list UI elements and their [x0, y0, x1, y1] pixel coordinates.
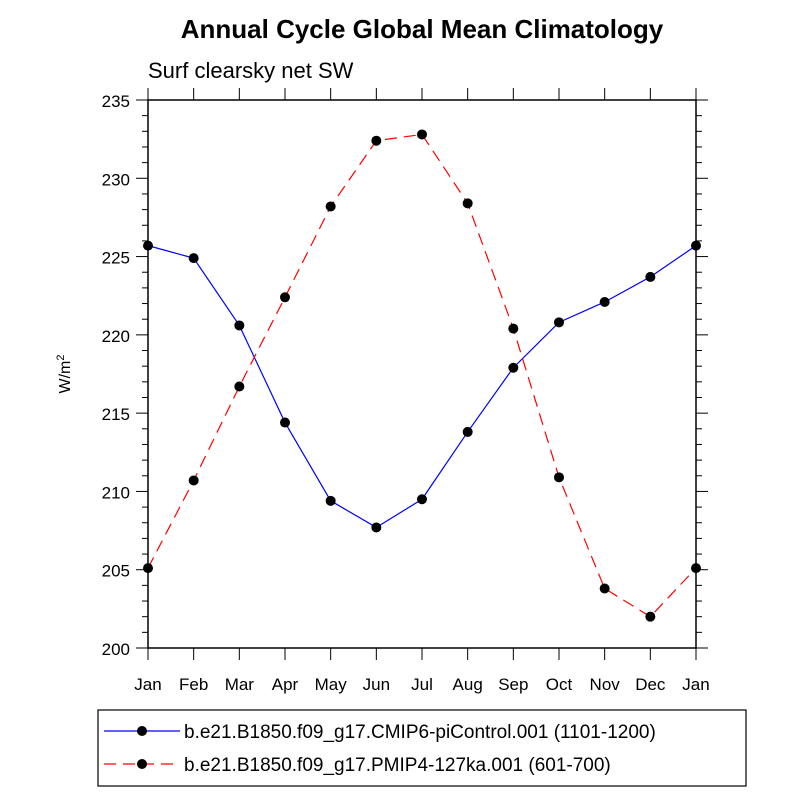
data-point	[417, 129, 427, 140]
data-point	[234, 381, 245, 392]
x-tick-label: Aug	[453, 675, 483, 694]
y-tick-label: 230	[102, 170, 130, 189]
x-tick-label: Jan	[134, 675, 161, 694]
y-axis-label-superscript: 2	[55, 355, 67, 361]
x-tick-label: Nov	[590, 675, 621, 694]
legend-marker-0	[137, 726, 147, 736]
series-0	[143, 240, 701, 533]
data-point	[645, 271, 656, 282]
x-tick-label: Dec	[635, 675, 666, 694]
chart-subtitle: Surf clearsky net SW	[148, 58, 354, 83]
data-point	[508, 362, 519, 373]
chart-title: Annual Cycle Global Mean Climatology	[181, 14, 664, 44]
x-tick-label: Jun	[363, 675, 390, 694]
data-point	[417, 494, 427, 505]
data-point	[371, 522, 382, 533]
legend: b.e21.B1850.f09_g17.CMIP6-piControl.001 …	[97, 709, 747, 787]
x-tick-label: Jan	[682, 675, 709, 694]
y-tick-label: 210	[102, 483, 130, 502]
data-point	[599, 583, 610, 594]
y-tick-labels: 200 205 210 215 220 225 230 235	[102, 92, 130, 659]
data-point	[462, 198, 473, 209]
legend-label-0: b.e21.B1850.f09_g17.CMIP6-piControl.001 …	[184, 722, 656, 743]
axis-ticks	[136, 88, 708, 660]
data-point	[508, 323, 519, 334]
x-tick-label: May	[315, 675, 348, 694]
series-1	[143, 129, 701, 622]
data-point	[325, 201, 336, 212]
y-tick-label: 205	[102, 562, 130, 581]
x-tick-labels: Jan Feb Mar Apr May Jun Jul Aug Sep Oct Nov Dec Jan	[134, 675, 709, 694]
x-tick-label: Mar	[225, 675, 255, 694]
x-tick-label: Apr	[272, 675, 299, 694]
data-point	[554, 472, 564, 483]
data-point	[599, 296, 610, 307]
data-point	[645, 611, 656, 622]
data-point	[280, 292, 290, 303]
series-layer	[143, 129, 701, 622]
data-point	[188, 475, 199, 486]
legend-label-1: b.e21.B1850.f09_g17.PMIP4-127ka.001 (601…	[184, 755, 611, 776]
data-point	[325, 495, 336, 506]
y-tick-label: 215	[102, 405, 130, 424]
plot-frame	[147, 99, 697, 649]
legend-entry-0: b.e21.B1850.f09_g17.CMIP6-piControl.001 …	[104, 722, 656, 743]
legend-marker-1	[137, 759, 147, 769]
y-tick-label: 225	[102, 249, 130, 268]
series-line-0	[147, 245, 697, 529]
series-line-1	[147, 133, 697, 618]
y-tick-label: 200	[102, 640, 130, 659]
y-tick-label: 235	[102, 92, 130, 111]
x-tick-label: Sep	[498, 675, 528, 694]
y-axis-label: W/m2	[55, 355, 74, 394]
y-tick-label: 220	[102, 327, 130, 346]
data-point	[280, 417, 290, 428]
x-tick-label: Feb	[179, 675, 208, 694]
data-point	[234, 320, 245, 331]
data-point	[371, 135, 382, 146]
x-tick-label: Jul	[411, 675, 433, 694]
x-tick-label: Oct	[546, 675, 573, 694]
legend-box	[97, 709, 747, 787]
data-point	[188, 253, 199, 264]
data-point	[554, 317, 564, 328]
y-axis-label-unit: W/m	[57, 361, 74, 394]
legend-entry-1: b.e21.B1850.f09_g17.PMIP4-127ka.001 (601…	[104, 755, 611, 776]
data-point	[462, 426, 473, 437]
